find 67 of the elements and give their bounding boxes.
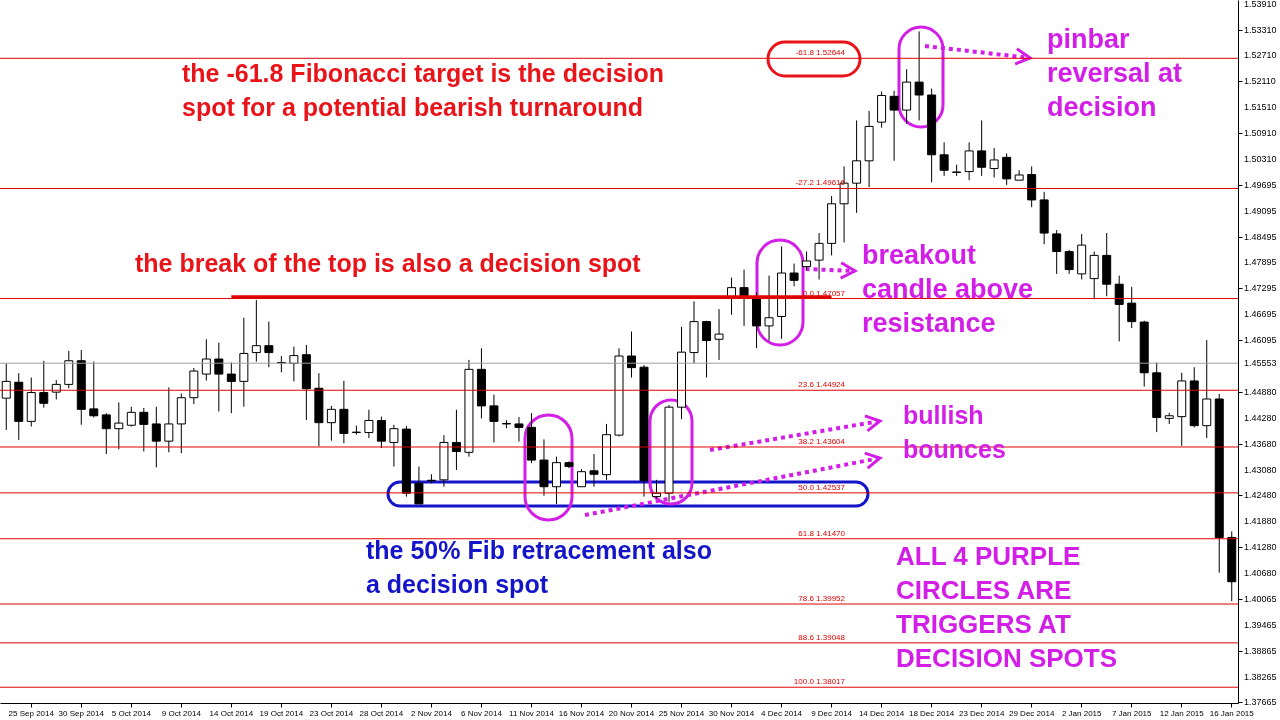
y-tick-label: 1.39465 (1244, 619, 1277, 630)
x-tick-label: 5 Oct 2014 (111, 708, 152, 718)
ref-line-label: -61.8 1.52644 (795, 48, 846, 58)
ref-line-label: 100.0 1.38017 (793, 677, 846, 687)
y-tick-label: 1.42480 (1244, 490, 1277, 501)
y-tick-label: 1.46095 (1244, 334, 1277, 345)
x-tick-label: 6 Nov 2014 (460, 708, 503, 718)
annotation: breakout candle above resistance (862, 240, 1034, 338)
ref-line-label: 78.6 1.39952 (798, 594, 846, 604)
y-tick-label: 1.38265 (1244, 671, 1277, 682)
y-tick-label: 1.40680 (1244, 567, 1277, 578)
x-tick-label: 9 Dec 2014 (811, 708, 853, 718)
annotation: pinbar reversal at decision (1047, 24, 1183, 122)
x-tick-label: 16 Nov 2014 (558, 708, 605, 718)
y-tick-label: 1.53910 (1244, 0, 1277, 9)
y-tick-label: 1.43680 (1244, 438, 1277, 449)
x-tick-label: 7 Jan 2015 (1111, 708, 1153, 718)
x-tick-label: 14 Dec 2014 (858, 708, 905, 718)
y-tick-label: 1.50310 (1244, 153, 1277, 164)
ref-line-label: 38.2 1.43604 (798, 437, 846, 446)
x-tick-label: 30 Sep 2014 (58, 708, 105, 718)
x-tick-label: 30 Nov 2014 (708, 708, 755, 718)
y-tick-label: 1.48495 (1244, 231, 1277, 242)
x-tick-label: 4 Dec 2014 (761, 708, 803, 718)
ref-line-label: 50.0 1.42537 (798, 482, 846, 492)
x-tick-label: 16 Jan 2015 (1209, 708, 1255, 718)
x-tick-label: 25 Nov 2014 (658, 708, 705, 718)
y-tick-label: 1.44280 (1244, 412, 1277, 423)
annotation: ALL 4 PURPLE CIRCLES ARE TRIGGERS AT DECISION SPOTS (896, 541, 1118, 673)
annotation: the break of the top is also a decision spot (135, 249, 642, 277)
ref-line-label: 23.6 1.44924 (798, 380, 846, 390)
x-tick-label: 28 Oct 2014 (359, 708, 404, 718)
ref-line-label: 88.6 1.39048 (798, 632, 846, 642)
y-tick-label: 1.41280 (1244, 541, 1277, 552)
x-tick-label: 20 Nov 2014 (608, 708, 655, 718)
y-tick-label: 1.52710 (1244, 50, 1277, 61)
y-tick-label: 1.37665 (1244, 697, 1277, 708)
x-tick-label: 25 Sep 2014 (8, 708, 55, 718)
x-tick-label: 9 Oct 2014 (161, 708, 202, 718)
y-tick-label: 1.44880 (1244, 387, 1277, 398)
y-tick-label: 1.50910 (1244, 127, 1277, 138)
y-tick-label: 1.43080 (1244, 464, 1277, 475)
x-tick-label: 2 Jan 2015 (1061, 708, 1103, 718)
y-tick-label: 1.46695 (1244, 309, 1277, 320)
x-tick-label: 23 Oct 2014 (309, 708, 354, 718)
y-tick-label: 1.45553 (1244, 358, 1277, 369)
x-tick-label: 2 Nov 2014 (410, 708, 453, 718)
y-tick-label: 1.41880 (1244, 516, 1277, 527)
y-tick-label: 1.47295 (1244, 283, 1277, 294)
x-tick-label: 14 Oct 2014 (209, 708, 254, 718)
x-tick-label: 29 Dec 2014 (1008, 708, 1055, 718)
annotation: the -61.8 Fibonacci target is the decision spot for a potential bearish turnaround (182, 59, 665, 121)
x-tick-label: 12 Jan 2015 (1159, 708, 1205, 718)
x-tick-label: 11 Nov 2014 (509, 708, 555, 718)
x-tick-label: 18 Dec 2014 (908, 708, 955, 718)
x-tick-label: 23 Dec 2014 (958, 708, 1005, 718)
y-tick-label: 1.49695 (1244, 180, 1277, 191)
x-tick-label: 19 Oct 2014 (259, 708, 304, 718)
y-tick-label: 1.53310 (1244, 24, 1277, 35)
y-tick-label: 1.40065 (1244, 594, 1277, 605)
annotation: the 50% Fib retracement also a decision spot (366, 536, 712, 598)
y-tick-label: 1.47895 (1244, 257, 1277, 268)
y-tick-label: 1.52110 (1244, 76, 1276, 87)
y-tick-label: 1.51510 (1244, 102, 1277, 113)
y-tick-label: 1.38865 (1244, 645, 1277, 656)
y-tick-label: 1.49095 (1244, 205, 1277, 216)
ref-line-label: 61.8 1.41470 (798, 528, 846, 538)
